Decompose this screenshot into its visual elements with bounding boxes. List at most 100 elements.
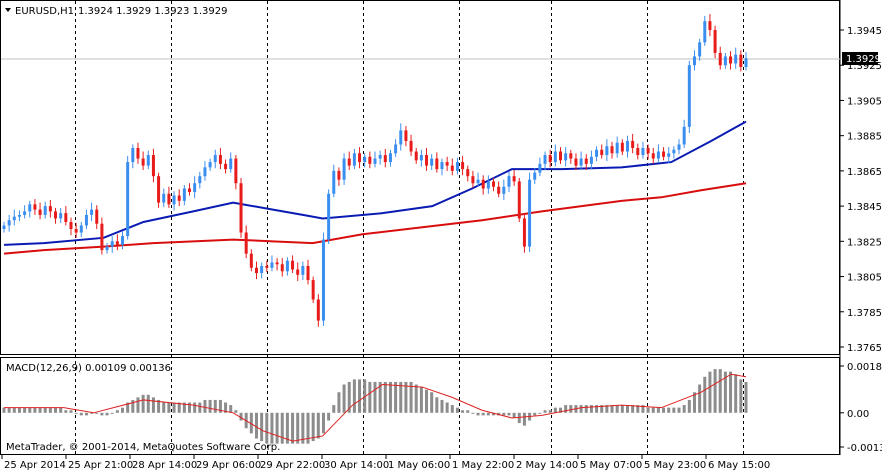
macd-bar [69, 410, 73, 413]
macd-bar [481, 412, 485, 416]
bull-candle [579, 158, 583, 166]
bear-candle [517, 181, 521, 219]
bear-candle [435, 158, 439, 170]
macd-bar [646, 407, 650, 413]
macd-bar [559, 407, 562, 413]
macd-bar [254, 412, 258, 439]
bull-candle [687, 65, 691, 127]
bear-candle [569, 153, 573, 159]
bear-candle [254, 267, 258, 274]
macd-bar [414, 384, 418, 413]
price-tick-label: 1.3845 [847, 202, 882, 213]
bear-candle [574, 158, 578, 166]
bear-candle [404, 130, 408, 141]
macd-bar [347, 381, 351, 413]
macd-bar [321, 412, 325, 434]
macd-bar [486, 412, 490, 416]
macd-bar [662, 407, 666, 413]
time-tick-label: 5 May 23:00 [644, 460, 706, 471]
time-tick-label: 29 Apr 06:00 [196, 460, 261, 471]
macd-bar [692, 392, 696, 413]
macd-bar [229, 405, 233, 413]
macd-bar [301, 412, 305, 444]
macd-bar [589, 405, 593, 413]
bull-candle [589, 156, 593, 164]
macd-bar [285, 412, 289, 444]
bear-candle [512, 176, 516, 182]
triangle-down-icon[interactable] [5, 8, 11, 12]
macd-bar [600, 405, 604, 413]
macd-bar [419, 387, 423, 413]
bear-candle [347, 158, 351, 166]
bull-candle [146, 155, 150, 166]
macd-bar [667, 407, 671, 413]
bull-candle [543, 155, 547, 164]
macd-bar [522, 412, 526, 426]
bull-candle [440, 162, 444, 170]
bull-candle [17, 214, 21, 217]
price-tick-label: 1.3805 [847, 273, 882, 284]
macd-bar [579, 405, 583, 413]
macd-bar [337, 392, 341, 413]
bear-candle [600, 149, 604, 156]
bull-candle [198, 176, 202, 184]
macd-bar [363, 379, 367, 413]
bull-candle [553, 151, 557, 163]
macd-bar [208, 399, 212, 413]
macd-bar [461, 410, 465, 413]
macd-bar [373, 381, 377, 413]
bear-candle [584, 158, 588, 164]
macd-bar [296, 412, 300, 444]
macd-bar [327, 412, 331, 421]
bull-candle [476, 179, 480, 184]
macd-tick-label: 0.00 [847, 409, 869, 420]
macd-bar [739, 379, 743, 413]
bull-candle [84, 214, 88, 226]
bear-candle [651, 153, 655, 159]
macd-bar [43, 407, 47, 413]
bull-candle [23, 211, 27, 215]
macd-bar [28, 407, 32, 413]
macd-bar [651, 407, 655, 413]
macd-bar [234, 410, 238, 413]
bull-candle [172, 195, 176, 205]
macd-bar [548, 410, 552, 413]
macd-bar [708, 371, 712, 413]
price-tick-label: 1.3945 [847, 26, 882, 37]
copyright-label: MetaTrader, © 2001-2014, MetaQuotes Soft… [6, 442, 280, 453]
bear-candle [497, 186, 501, 194]
ohlc-label: 1.3924 1.3929 1.3923 1.3929 [78, 6, 228, 17]
bear-candle [358, 153, 362, 163]
bull-candle [260, 265, 264, 274]
macd-bar [7, 407, 11, 413]
bull-candle [229, 158, 233, 170]
bull-candle [625, 140, 629, 152]
bear-candle [136, 147, 140, 159]
macd-signal-line [4, 373, 747, 442]
macd-bar [564, 405, 568, 413]
bull-candle [641, 147, 645, 156]
bear-candle [265, 265, 269, 268]
time-tick-label: 5 May 07:00 [580, 460, 642, 471]
macd-bar [466, 410, 470, 413]
macd-bar [332, 405, 336, 413]
time-tick-label: 1 May 06:00 [388, 460, 450, 471]
bull-candle [455, 162, 459, 171]
bear-candle [368, 156, 372, 164]
bear-candle [337, 170, 341, 180]
macd-bar [435, 397, 439, 413]
bull-candle [301, 265, 305, 275]
macd-bar [182, 402, 186, 413]
bull-candle [2, 225, 6, 230]
bear-candle [425, 155, 429, 166]
bull-candle [182, 188, 186, 201]
macd-bar [38, 407, 42, 413]
bear-candle [141, 158, 145, 166]
bear-candle [414, 151, 418, 161]
macd-bar [177, 402, 181, 413]
macd-bar [198, 402, 202, 413]
bear-candle [275, 262, 279, 265]
